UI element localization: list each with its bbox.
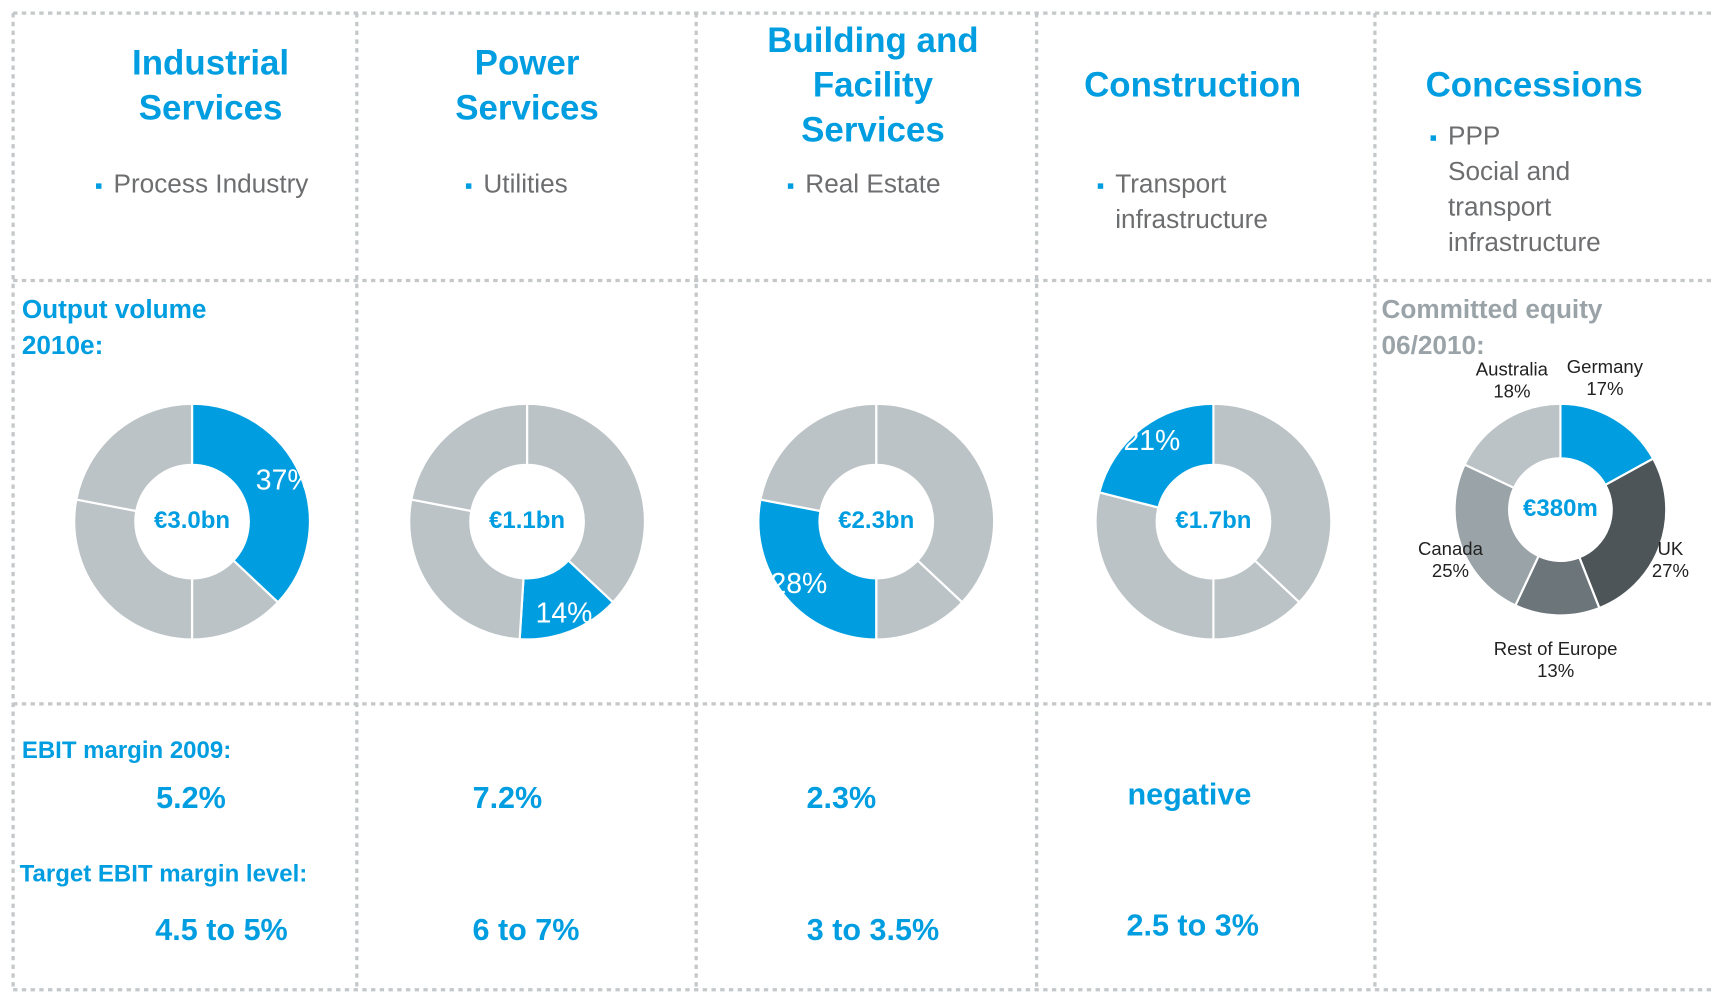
bullet-text: PPP [1448, 120, 1500, 150]
bullet-text: infrastructure [1448, 227, 1601, 257]
slice-category: Canada [1418, 538, 1484, 559]
bullet-text: infrastructure [1115, 204, 1268, 234]
slice-category: UK [1658, 538, 1684, 559]
ebit-value: 7.2% [473, 781, 543, 815]
donut-center-label: €380m [1523, 495, 1598, 522]
slice-label: 17% [1586, 378, 1623, 399]
donut-slice [757, 498, 878, 641]
donut-center-label: €3.0bn [154, 507, 230, 534]
donut-slice [190, 402, 311, 604]
slice-label: 37% [256, 464, 313, 496]
target-value: 4.5 to 5% [155, 913, 287, 947]
bullet-text: Utilities [483, 168, 567, 198]
donut-slice [73, 498, 194, 641]
target-value: 3 to 3.5% [807, 913, 939, 947]
bullet-text: Social and [1448, 156, 1570, 186]
slice-label: 21% [1124, 425, 1181, 457]
bullet-marker [1097, 183, 1104, 189]
donut-slice [525, 402, 646, 604]
donut-slice [1463, 402, 1562, 490]
column-title: Services [801, 110, 945, 149]
donut-slice [1212, 402, 1333, 604]
column-title: Concessions [1426, 66, 1643, 105]
ebit-value: negative [1127, 778, 1251, 812]
column-title: Services [455, 88, 599, 127]
ebit-value: 5.2% [156, 781, 226, 815]
slice-label: 27% [1652, 560, 1689, 581]
row-label: Output volume [22, 294, 207, 324]
bullet-marker [1430, 135, 1437, 141]
row-label: EBIT margin 2009: [22, 737, 231, 764]
donut-center-label: €1.7bn [1175, 507, 1251, 534]
column-title: Power [475, 44, 580, 83]
donut-slice [408, 498, 525, 641]
column-title: Services [139, 88, 283, 127]
bullet-text: Transport [1115, 168, 1227, 198]
donut-slice [75, 402, 194, 513]
donut-center-label: €1.1bn [489, 507, 565, 534]
slice-category: Rest of Europe [1494, 638, 1618, 659]
slice-label: 14% [536, 597, 593, 629]
slice-category: Australia [1476, 359, 1549, 380]
bullet-text: Real Estate [805, 168, 940, 198]
donut-slice [1453, 463, 1541, 607]
donut-slice [875, 402, 996, 604]
target-value: 2.5 to 3% [1126, 909, 1258, 943]
slice-label: 28% [770, 568, 827, 600]
slice-category: Germany [1567, 356, 1644, 377]
bullet-text: transport [1448, 191, 1552, 221]
donut-slice [1097, 402, 1215, 509]
row-label: Target EBIT margin level: [20, 861, 308, 888]
donut-slice [1094, 491, 1215, 641]
bullet-text: Process Industry [113, 168, 309, 198]
slice-label: 13% [1537, 660, 1574, 681]
row-label: Committed equity [1381, 294, 1602, 324]
column-title: Facility [813, 66, 934, 105]
donut-slice [759, 402, 878, 513]
bullet-marker [465, 183, 472, 189]
bullet-marker [96, 183, 102, 189]
ebit-value: 2.3% [806, 781, 876, 815]
column-title: Industrial [132, 44, 289, 83]
row-label: 06/2010: [1381, 330, 1484, 360]
slice-label: 25% [1432, 560, 1469, 581]
target-value: 6 to 7% [472, 913, 579, 947]
column-title: Building and [767, 21, 978, 60]
grid-borders [11, 11, 1711, 992]
donut-center-label: €2.3bn [838, 507, 914, 534]
slice-label: 18% [1493, 380, 1530, 401]
donut-slice [410, 402, 529, 513]
row-label: 2010e: [22, 330, 104, 360]
donut-slice [1577, 457, 1668, 610]
column-title: Construction [1084, 66, 1301, 105]
bullet-marker [787, 183, 794, 189]
